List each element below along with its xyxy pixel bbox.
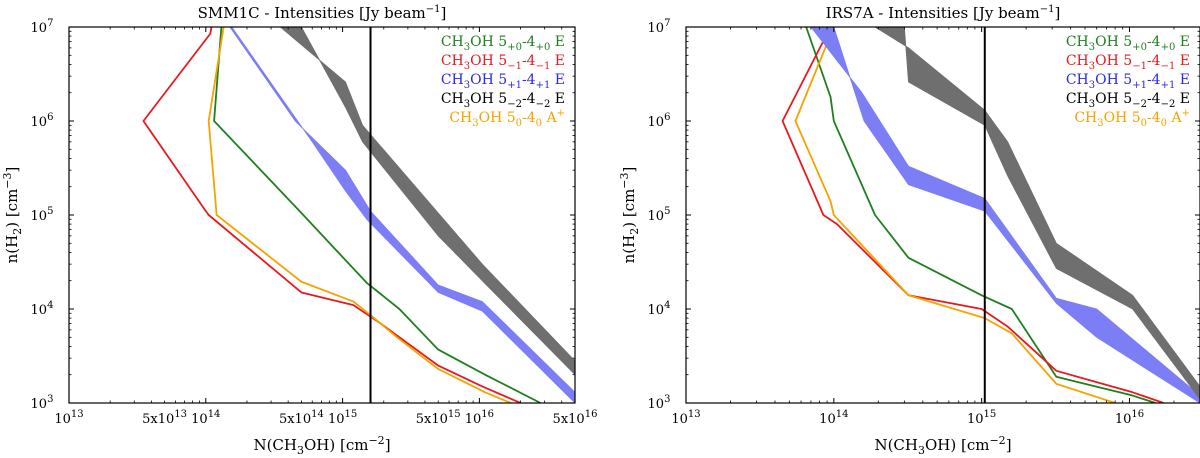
x-tick-label: 1013 (671, 409, 700, 427)
y-tick-label: 103 (31, 394, 54, 412)
x-tick-label: 1014 (819, 409, 848, 427)
plot-area (142, 27, 575, 403)
series-red-line (142, 27, 521, 403)
legend-entry: CH3OH 5+1-4+1 E (441, 72, 565, 91)
series-orange-line (207, 27, 512, 403)
x-tick-label: 1016 (1115, 409, 1144, 427)
legend-entry: CH3OH 50-40 A+ (1074, 108, 1190, 129)
y-tick-label: 106 (31, 112, 54, 130)
x-tick-label: 5x1014 (279, 409, 324, 427)
legend-entry: CH3OH 5+1-4+1 E (1066, 72, 1190, 91)
series-red-line (781, 27, 1164, 403)
panel-smm1c: 1013 5x1013 1014 5x1014 1015 5x1015 1016 5x1016… (1, 4, 597, 457)
x-tick-label: 1016 (465, 409, 494, 427)
x-tick-label: 1013 (54, 409, 83, 427)
legend-entry: CH3OH 5+0-4+0 E (1066, 34, 1190, 53)
series-blue-band (229, 27, 575, 403)
panel-irs7a: 1013 1014 1015 1016 103 104 105 106 107 IRS7A - I… (618, 4, 1200, 457)
y-tick-label: 106 (648, 112, 671, 130)
y-tick-label: 104 (31, 300, 54, 318)
x-tick-label: 5x1016 (553, 409, 598, 427)
y-axis-label: n(H2) [cm−3] (1, 167, 24, 264)
series-gray-band (279, 27, 575, 376)
x-tick-label: 5x1015 (416, 409, 461, 427)
legend-entry: CH3OH 5−2-4−2 E (1066, 91, 1190, 110)
series-blue-band (810, 27, 1200, 403)
x-axis-label: N(CH3OH) [cm−2] (874, 434, 1011, 457)
y-tick-label: 107 (31, 18, 54, 36)
plot-area (781, 27, 1200, 403)
x-tick-label: 1015 (328, 409, 357, 427)
legend-entry: CH3OH 5−1-4−1 E (1066, 53, 1190, 72)
x-tick-label: 1014 (191, 409, 220, 427)
x-tick-label: 1015 (967, 409, 996, 427)
chart-title: SMM1C - Intensities [Jy beam−1] (198, 4, 447, 22)
series-green-line (213, 27, 541, 403)
legend-entry: CH3OH 5−2-4−2 E (441, 91, 565, 110)
x-tick-label: 5x1013 (142, 409, 187, 427)
x-axis-label: N(CH3OH) [cm−2] (253, 434, 390, 457)
legend-entry: CH3OH 50-40 A+ (449, 108, 565, 129)
chart-title: IRS7A - Intensities [Jy beam−1] (826, 4, 1061, 22)
y-axis-label: n(H2) [cm−3] (618, 167, 641, 264)
y-tick-label: 105 (648, 206, 671, 224)
series-gray-band (874, 27, 1200, 400)
y-tick-label: 103 (648, 394, 671, 412)
y-tick-label: 107 (648, 18, 671, 36)
series-green-line (805, 27, 1156, 403)
legend-entry: CH3OH 5+0-4+0 E (441, 34, 565, 53)
legend-entry: CH3OH 5−1-4−1 E (441, 53, 565, 72)
series-orange-line (794, 27, 1116, 403)
y-tick-label: 105 (31, 206, 54, 224)
y-tick-label: 104 (648, 300, 671, 318)
